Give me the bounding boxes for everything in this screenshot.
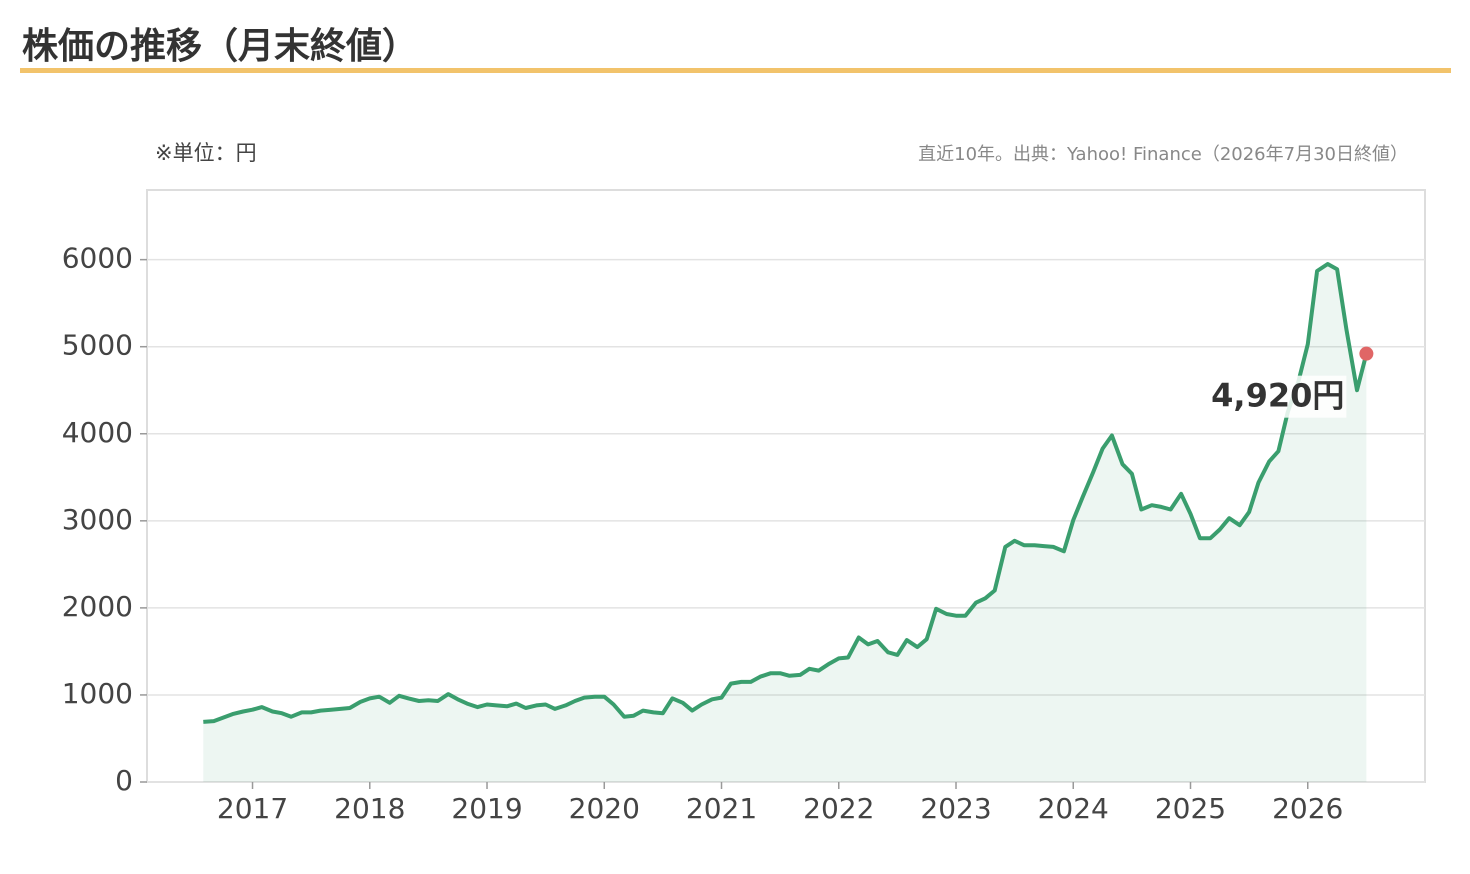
y-tick-label: 6000 [62,242,133,275]
x-tick-label: 2020 [569,792,640,825]
x-tick-label: 2017 [217,792,288,825]
x-tick-label: 2023 [920,792,991,825]
y-tick-label: 1000 [62,677,133,710]
last-point [1359,346,1374,361]
line [203,262,1369,724]
unit-note: ※単位：円 [155,141,257,165]
y-tick-label: 3000 [62,503,133,536]
source-note: 直近10年。出典：Yahoo! Finance（2026年7月30日終値） [918,144,1408,165]
y-tick-label: 2000 [62,590,133,623]
x-tick-label: 2022 [803,792,874,825]
x-tick-label: 2024 [1038,792,1109,825]
y-tick-label: 0 [115,764,133,797]
title-underline [20,68,1451,73]
label-bg [1208,375,1347,418]
x-tick-label: 2018 [334,792,405,825]
y-tick-label: 5000 [62,329,133,362]
y-tick-label: 4000 [62,416,133,449]
area [203,264,1367,782]
x-tick-label: 2025 [1155,792,1226,825]
value-label: 4,920円 [1211,377,1344,415]
x-tick-label: 2019 [451,792,522,825]
x-tick-label: 2021 [686,792,757,825]
x-tick-label: 2026 [1272,792,1343,825]
page-title: 株価の推移（月末終値） [22,26,418,67]
